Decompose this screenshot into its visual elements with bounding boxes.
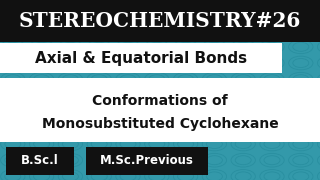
Text: Conformations of: Conformations of	[92, 94, 228, 108]
Text: Monosubstituted Cyclohexane: Monosubstituted Cyclohexane	[42, 117, 278, 131]
FancyBboxPatch shape	[0, 78, 320, 142]
Text: M.Sc.Previous: M.Sc.Previous	[100, 154, 194, 167]
Text: STEREOCHEMISTRY#26: STEREOCHEMISTRY#26	[19, 11, 301, 31]
FancyBboxPatch shape	[0, 0, 320, 42]
Text: Axial & Equatorial Bonds: Axial & Equatorial Bonds	[35, 51, 247, 66]
FancyBboxPatch shape	[0, 43, 282, 73]
FancyBboxPatch shape	[86, 147, 208, 175]
Text: B.Sc.l: B.Sc.l	[21, 154, 59, 167]
FancyBboxPatch shape	[6, 147, 74, 175]
